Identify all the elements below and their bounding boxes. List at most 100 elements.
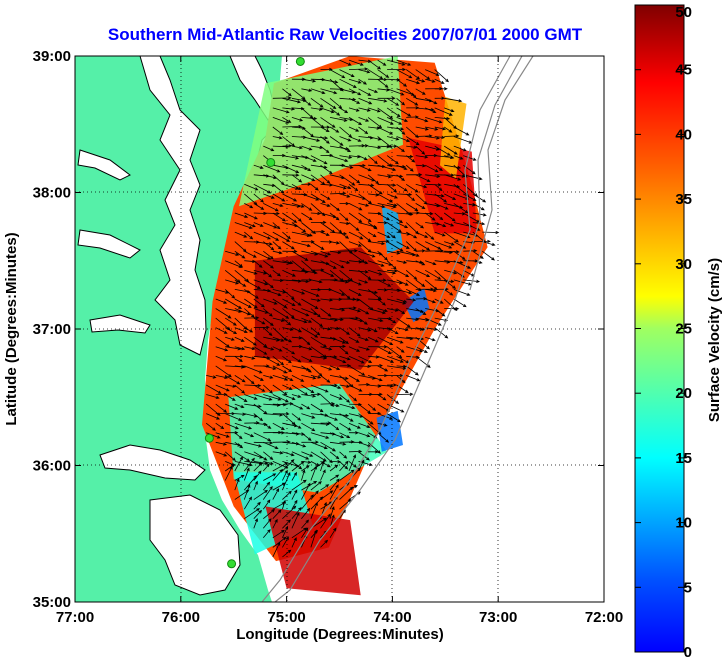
velocity-vector: [358, 432, 371, 438]
velocity-vector: [405, 222, 420, 235]
velocity-vector: [348, 136, 362, 142]
velocity-vector: [434, 203, 449, 210]
velocity-vector: [272, 278, 284, 283]
velocity-vector: [320, 231, 330, 236]
velocity-vector: [339, 469, 355, 481]
velocity-vector: [463, 155, 477, 161]
velocity-vector: [282, 346, 296, 355]
velocity-vector: [272, 482, 286, 491]
velocity-vector: [348, 384, 363, 392]
velocity-vector: [291, 511, 300, 529]
velocity-vector: [234, 250, 246, 259]
velocity-vector: [320, 490, 334, 500]
velocity-vector: [291, 222, 307, 233]
velocity-vector: [339, 183, 352, 189]
velocity-vector: [405, 365, 419, 376]
velocity-vector: [358, 459, 365, 472]
velocity-vector: [329, 422, 340, 431]
velocity-vector: [368, 77, 388, 82]
velocity-vector: [434, 107, 453, 116]
velocity-vector: [320, 260, 337, 269]
velocity-vector: [301, 116, 318, 121]
velocity-vector: [225, 422, 239, 430]
velocity-vector: [282, 308, 295, 319]
contour-2: [274, 56, 523, 602]
velocity-vector: [444, 193, 457, 200]
velocity-vector: [329, 260, 345, 269]
velocity-vector: [310, 317, 324, 327]
velocity-vector: [272, 355, 285, 366]
velocity-vector: [291, 145, 303, 150]
velocity-vector: [443, 289, 454, 296]
velocity-vector: [434, 222, 447, 228]
velocity-vector: [386, 346, 403, 359]
velocity-vector: [377, 346, 392, 355]
velocity-vector: [415, 212, 434, 216]
velocity-vector: [301, 465, 310, 472]
velocity-vector: [291, 88, 306, 100]
velocity-vector: [272, 451, 284, 455]
velocity-vector: [339, 107, 349, 114]
velocity-vector: [348, 454, 356, 472]
velocity-vector: [282, 355, 292, 364]
x-tick-label: 75:00: [267, 609, 305, 626]
velocity-vector: [291, 289, 306, 295]
velocity-vector: [367, 155, 378, 165]
velocity-vector: [348, 485, 358, 491]
velocity-vector: [368, 355, 380, 359]
velocity-vector: [263, 308, 273, 317]
velocity-vector: [253, 432, 272, 442]
velocity-vector: [282, 117, 292, 123]
velocity-vector: [206, 413, 221, 420]
velocity-vector: [425, 136, 440, 140]
velocity-vector: [339, 346, 349, 355]
velocity-vector: [348, 375, 360, 382]
velocity-vector: [453, 298, 467, 308]
velocity-vector: [263, 346, 275, 351]
velocity-vector: [329, 212, 340, 221]
velocity-vector: [348, 155, 361, 159]
velocity-vector: [329, 269, 344, 282]
velocity-vector: [301, 507, 311, 519]
velocity-vector: [348, 203, 363, 211]
velocity-vector: [358, 250, 376, 258]
velocity-vector: [358, 193, 373, 204]
velocity-vector: [377, 136, 393, 149]
velocity-vector: [329, 231, 348, 236]
velocity-vector: [253, 317, 266, 325]
velocity-vector: [234, 241, 247, 253]
velocity-vector: [291, 537, 297, 548]
velocity-vector: [425, 107, 437, 113]
velocity-vector: [282, 451, 295, 457]
velocity-vector: [282, 384, 293, 390]
velocity-vector: [272, 183, 285, 194]
velocity-vector: [244, 394, 258, 400]
velocity-vector: [291, 203, 305, 208]
colorbar-tick-label: 15: [675, 450, 692, 467]
velocity-vector: [253, 384, 266, 392]
velocity-vector: [244, 250, 257, 258]
velocity-vector: [301, 346, 313, 351]
velocity-vector: [291, 499, 298, 510]
velocity-vector: [367, 308, 386, 315]
velocity-vector: [310, 193, 326, 203]
velocity-vector: [396, 317, 411, 328]
y-tick-label: 35:00: [33, 594, 71, 611]
contour-1: [261, 56, 511, 602]
velocity-vector: [301, 88, 313, 92]
velocity-vector: [406, 298, 417, 302]
velocity-vector: [377, 155, 393, 167]
velocity-vector: [329, 478, 340, 491]
velocity-vector: [329, 355, 347, 364]
velocity-vector: [425, 145, 440, 151]
velocity-vector: [415, 69, 431, 80]
velocity-vector: [434, 135, 446, 139]
velocity-vector: [253, 336, 268, 348]
velocity-vector: [415, 203, 426, 210]
radar-stations: [204, 56, 305, 569]
velocity-vector: [310, 155, 328, 165]
velocity-vector: [253, 470, 262, 481]
velocity-vector: [339, 394, 351, 403]
velocity-vector: [272, 136, 283, 140]
velocity-vector: [253, 279, 269, 286]
